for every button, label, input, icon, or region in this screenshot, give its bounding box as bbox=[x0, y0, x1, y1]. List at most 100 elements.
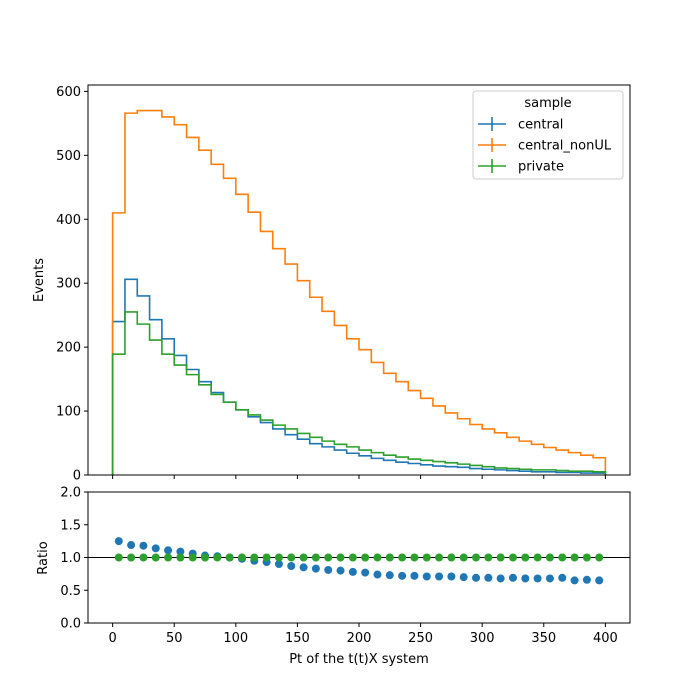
histogram-series-private bbox=[111, 311, 607, 475]
x-tick-label: 350 bbox=[531, 631, 556, 646]
main-y-tick-label: 500 bbox=[56, 149, 81, 164]
ratio-point-private bbox=[484, 553, 493, 562]
ratio-point-private bbox=[422, 553, 431, 562]
ratio-point-central bbox=[361, 568, 370, 577]
x-tick-label: 400 bbox=[593, 631, 618, 646]
ratio-point-private bbox=[373, 553, 382, 562]
ratio-point-private bbox=[385, 553, 394, 562]
x-axis-label: Pt of the t(t)X system bbox=[289, 652, 429, 667]
main-x-ticks bbox=[112, 475, 606, 479]
ratio-point-private bbox=[299, 553, 308, 562]
ratio-point-central bbox=[410, 571, 419, 580]
ratio-point-private bbox=[201, 553, 210, 562]
ratio-point-private bbox=[410, 553, 419, 562]
main-y-tick-label: 400 bbox=[56, 213, 81, 228]
legend-entry-central-nonUL: central_nonUL bbox=[478, 138, 612, 154]
histogram-series-central-nonUL bbox=[111, 109, 607, 475]
main-y-tick-label: 0 bbox=[73, 469, 81, 484]
main-y-axis-label: Events bbox=[32, 258, 47, 302]
legend-entry-central: central bbox=[478, 117, 563, 133]
legend-label: central_nonUL bbox=[518, 139, 612, 154]
ratio-point-private bbox=[459, 553, 468, 562]
ratio-y-ticks: 0.0 0.5 1.0 1.5 2.0 bbox=[60, 486, 88, 632]
ratio-point-central bbox=[385, 571, 394, 580]
x-tick-label: 300 bbox=[470, 631, 495, 646]
ratio-point-central bbox=[533, 574, 542, 583]
ratio-point-central bbox=[595, 576, 604, 585]
ratio-point-central bbox=[373, 570, 382, 579]
ratio-point-private bbox=[213, 553, 222, 562]
ratio-point-private bbox=[558, 553, 567, 562]
ratio-point-private bbox=[176, 553, 185, 562]
ratio-point-private bbox=[237, 553, 246, 562]
x-tick-label: 100 bbox=[223, 631, 248, 646]
ratio-point-private bbox=[545, 553, 554, 562]
ratio-point-central bbox=[459, 573, 468, 582]
ratio-point-private bbox=[398, 553, 407, 562]
ratio-x-ticks: 0 50 100 150 200 250 300 350 400 bbox=[108, 623, 618, 646]
main-y-tick-label: 100 bbox=[56, 405, 81, 420]
ratio-y-tick-label: 1.0 bbox=[60, 551, 81, 566]
ratio-point-private bbox=[508, 553, 517, 562]
x-tick-label: 250 bbox=[408, 631, 433, 646]
ratio-point-private bbox=[447, 553, 456, 562]
ratio-y-tick-label: 0.5 bbox=[60, 584, 81, 599]
legend-box bbox=[472, 90, 624, 180]
ratio-point-central bbox=[558, 573, 567, 582]
ratio-point-private bbox=[348, 553, 357, 562]
ratio-point-central bbox=[496, 574, 505, 583]
ratio-point-central bbox=[447, 572, 456, 581]
ratio-point-private bbox=[570, 553, 579, 562]
ratio-point-central bbox=[570, 576, 579, 585]
x-tick-label: 0 bbox=[108, 631, 116, 646]
ratio-point-private bbox=[262, 553, 271, 562]
ratio-point-private bbox=[361, 553, 370, 562]
main-y-ticks: 0 100 200 300 400 500 600 bbox=[56, 85, 88, 484]
ratio-point-private bbox=[595, 553, 604, 562]
main-series-group bbox=[111, 109, 607, 475]
ratio-point-private bbox=[127, 553, 136, 562]
ratio-points-group bbox=[114, 537, 604, 585]
main-histogram-panel: 0 100 200 300 400 500 600 Events bbox=[32, 84, 631, 484]
ratio-point-central bbox=[422, 572, 431, 581]
ratio-y-tick-label: 1.5 bbox=[60, 518, 81, 533]
histogram-series-central bbox=[111, 278, 607, 475]
x-tick-label: 150 bbox=[285, 631, 310, 646]
ratio-point-central bbox=[114, 537, 123, 546]
ratio-point-central bbox=[151, 544, 160, 553]
ratio-point-central bbox=[176, 547, 185, 556]
ratio-point-central bbox=[545, 574, 554, 583]
legend-label: private bbox=[518, 160, 564, 175]
x-tick-label: 50 bbox=[166, 631, 183, 646]
ratio-point-private bbox=[472, 553, 481, 562]
legend-label: central bbox=[518, 118, 563, 133]
ratio-point-private bbox=[533, 553, 542, 562]
ratio-point-central bbox=[336, 566, 345, 575]
ratio-point-private bbox=[188, 553, 197, 562]
main-y-tick-label: 300 bbox=[56, 277, 81, 292]
ratio-point-private bbox=[582, 553, 591, 562]
ratio-point-central bbox=[299, 563, 308, 572]
ratio-point-central bbox=[348, 567, 357, 576]
ratio-point-private bbox=[435, 553, 444, 562]
ratio-point-central bbox=[127, 541, 136, 550]
ratio-point-central bbox=[484, 573, 493, 582]
ratio-point-private bbox=[151, 553, 160, 562]
main-y-tick-label: 200 bbox=[56, 341, 81, 356]
ratio-y-tick-label: 2.0 bbox=[60, 486, 81, 501]
ratio-point-central bbox=[311, 564, 320, 573]
ratio-point-central bbox=[398, 571, 407, 580]
ratio-point-central bbox=[324, 565, 333, 574]
ratio-point-central bbox=[139, 541, 148, 550]
ratio-y-axis-label: Ratio bbox=[36, 541, 51, 574]
ratio-point-private bbox=[164, 553, 173, 562]
ratio-point-private bbox=[311, 553, 320, 562]
ratio-point-private bbox=[521, 553, 530, 562]
ratio-panel: 0.0 0.5 1.0 1.5 2.0 0 50 100 150 200 250 300 350 400… bbox=[36, 486, 631, 667]
ratio-point-central bbox=[274, 560, 283, 569]
ratio-point-private bbox=[250, 553, 259, 562]
main-y-tick-label: 600 bbox=[56, 85, 81, 100]
